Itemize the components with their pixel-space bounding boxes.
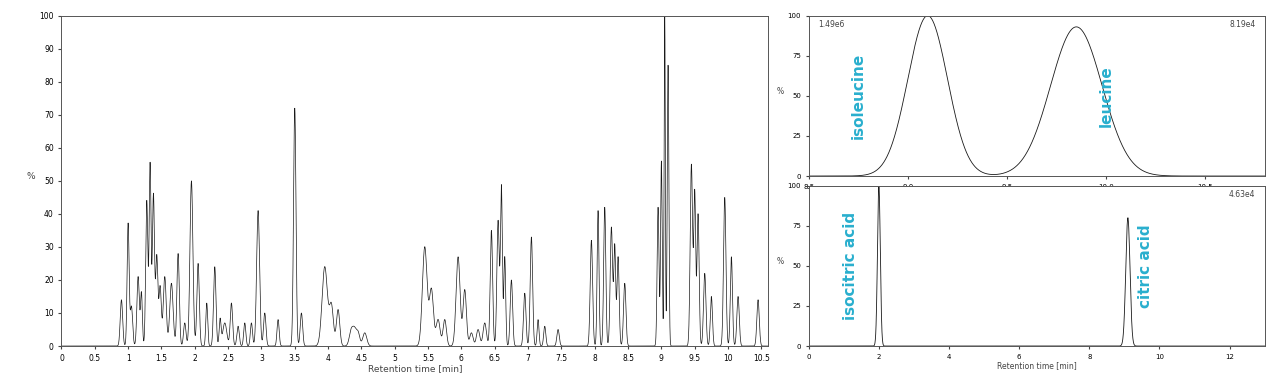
X-axis label: Retention time [min]: Retention time [min]	[997, 191, 1076, 200]
Text: 4.63e4: 4.63e4	[1229, 190, 1256, 199]
X-axis label: Retention time [min]: Retention time [min]	[997, 361, 1076, 370]
Text: 1.49e6: 1.49e6	[818, 20, 845, 29]
Text: isoleucine: isoleucine	[851, 53, 865, 139]
Text: leucine: leucine	[1098, 65, 1114, 127]
X-axis label: Retention time [min]: Retention time [min]	[367, 364, 462, 373]
Y-axis label: %: %	[777, 87, 785, 96]
Text: citric acid: citric acid	[1138, 224, 1153, 308]
Y-axis label: %: %	[777, 257, 785, 266]
Text: isocitric acid: isocitric acid	[844, 212, 859, 320]
Text: 8.19e4: 8.19e4	[1229, 20, 1256, 29]
Y-axis label: %: %	[27, 172, 36, 181]
